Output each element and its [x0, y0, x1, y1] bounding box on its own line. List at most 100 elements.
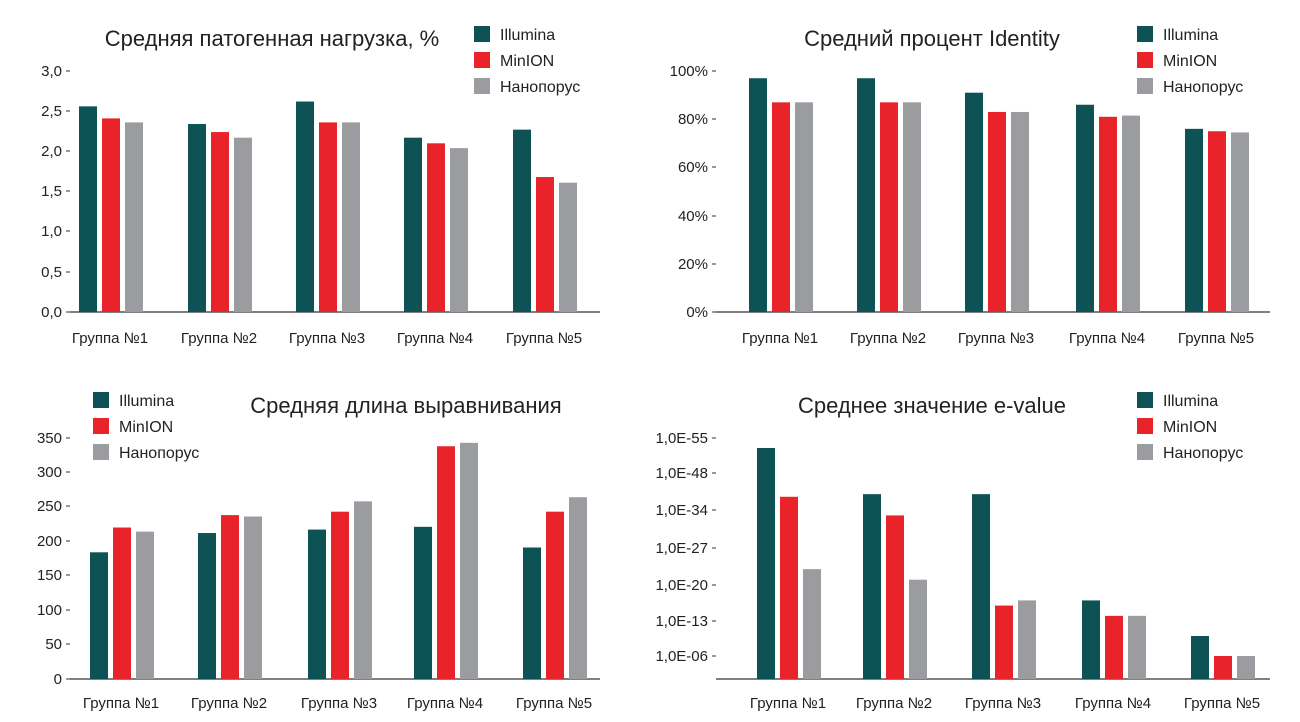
category-label: Группа №4 [407, 695, 483, 712]
chart-title: Средняя патогенная нагрузка, % [105, 26, 439, 51]
bar-illumina-1 [90, 552, 108, 679]
bar-illumina-2 [857, 78, 875, 312]
category-label: Группа №3 [289, 330, 365, 347]
legend-swatch-нанопорус [93, 444, 109, 460]
y-tick-label: 1,0E-06 [655, 648, 708, 665]
legend-swatch-illumina [1137, 392, 1153, 408]
bar-нанопорус-4 [1122, 115, 1140, 313]
legend-label: MinION [1163, 419, 1217, 436]
bar-нанопорус-1 [795, 102, 813, 312]
bar-illumina-3 [296, 101, 314, 312]
category-label: Группа №4 [1069, 330, 1145, 347]
bar-нанопорус-2 [244, 516, 262, 679]
category-label: Группа №3 [958, 330, 1034, 347]
legend-label: Illumina [1163, 27, 1218, 44]
legend-swatch-нанопорус [1137, 444, 1153, 460]
bar-minion-1 [113, 527, 131, 679]
bar-minion-1 [772, 102, 790, 312]
y-tick-label: 1,0E-20 [655, 577, 708, 594]
bar-illumina-1 [79, 106, 97, 312]
legend-label: Нанопорус [500, 79, 580, 96]
bar-нанопорус-3 [354, 501, 372, 679]
bar-illumina-2 [188, 124, 206, 313]
bar-нанопорус-3 [1011, 111, 1029, 312]
category-label: Группа №2 [181, 330, 257, 347]
y-tick-label: 300 [37, 464, 62, 481]
category-label: Группа №1 [72, 330, 148, 347]
category-label: Группа №5 [506, 330, 582, 347]
y-tick-label: 150 [37, 567, 62, 584]
y-tick-label: 200 [37, 533, 62, 550]
legend-label: Нанопорус [1163, 79, 1243, 96]
bar-minion-3 [988, 111, 1006, 312]
bar-minion-5 [1214, 656, 1232, 679]
bar-minion-1 [780, 496, 798, 679]
bar-illumina-4 [1076, 104, 1094, 313]
y-tick-label: 60% [678, 159, 708, 176]
bar-illumina-2 [863, 494, 881, 679]
legend-swatch-нанопорус [1137, 78, 1153, 94]
legend-swatch-нанопорус [474, 78, 490, 94]
legend-swatch-illumina [93, 392, 109, 408]
bar-нанопорус-3 [1018, 600, 1036, 679]
bar-нанопорус-3 [342, 122, 360, 312]
bar-minion-2 [886, 515, 904, 679]
category-label: Группа №1 [742, 330, 818, 347]
y-tick-label: 2,5 [41, 103, 62, 120]
bar-нанопорус-1 [125, 122, 143, 312]
legend-label: Illumina [119, 393, 174, 410]
legend-label: Нанопорус [119, 445, 199, 462]
chart-title: Средний процент Identity [804, 26, 1060, 51]
y-tick-label: 1,0 [41, 223, 62, 240]
legend-label: Illumina [1163, 393, 1218, 410]
bar-minion-2 [880, 102, 898, 312]
bar-illumina-3 [308, 529, 326, 679]
bar-minion-1 [102, 118, 120, 312]
y-tick-label: 250 [37, 498, 62, 515]
y-tick-label: 1,5 [41, 183, 62, 200]
category-label: Группа №2 [850, 330, 926, 347]
y-tick-label: 1,0E-13 [655, 613, 708, 630]
bar-illumina-5 [523, 547, 541, 679]
bar-illumina-4 [404, 137, 422, 312]
bar-illumina-4 [414, 526, 432, 679]
legend-label: MinION [119, 419, 173, 436]
y-tick-label: 0,5 [41, 264, 62, 281]
bar-minion-4 [1105, 615, 1123, 679]
y-tick-label: 0% [686, 304, 708, 321]
y-tick-label: 100 [37, 602, 62, 619]
bar-нанопорус-5 [559, 182, 577, 312]
category-label: Группа №3 [965, 695, 1041, 712]
bar-illumina-3 [972, 494, 990, 679]
legend-label: MinION [500, 53, 554, 70]
legend-swatch-illumina [474, 26, 490, 42]
bar-нанопорус-5 [1231, 132, 1249, 312]
bar-minion-5 [536, 177, 554, 312]
bar-нанопорус-5 [569, 497, 587, 679]
bar-illumina-1 [757, 448, 775, 679]
legend-label: MinION [1163, 53, 1217, 70]
bar-minion-2 [211, 132, 229, 312]
bar-нанопорус-1 [136, 531, 154, 679]
chart-title: Средняя длина выравнивания [250, 393, 561, 418]
chart-1: Средняя патогенная нагрузка, % 0,0 0,5 1,0 1… [41, 26, 600, 347]
bar-illumina-1 [749, 78, 767, 312]
category-label: Группа №1 [750, 695, 826, 712]
y-tick-label: 1,0E-34 [655, 502, 708, 519]
category-label: Группа №5 [1178, 330, 1254, 347]
legend-label: Illumina [500, 27, 555, 44]
bar-illumina-4 [1082, 600, 1100, 679]
bar-minion-3 [331, 511, 349, 679]
y-tick-label: 100% [670, 63, 708, 80]
y-tick-label: 0 [54, 671, 62, 688]
chart-4: Среднее значение e-value 1,0E-06 1,0E-13 1,… [655, 392, 1270, 712]
chart-2: Средний процент Identity 0% 20% 40% 60% 80% 10… [670, 26, 1270, 347]
bar-illumina-3 [965, 92, 983, 312]
y-tick-label: 50 [45, 636, 62, 653]
y-tick-label: 350 [37, 430, 62, 447]
legend-swatch-minion [474, 52, 490, 68]
bar-нанопорус-5 [1237, 656, 1255, 679]
bar-minion-2 [221, 515, 239, 679]
bar-minion-5 [546, 511, 564, 679]
